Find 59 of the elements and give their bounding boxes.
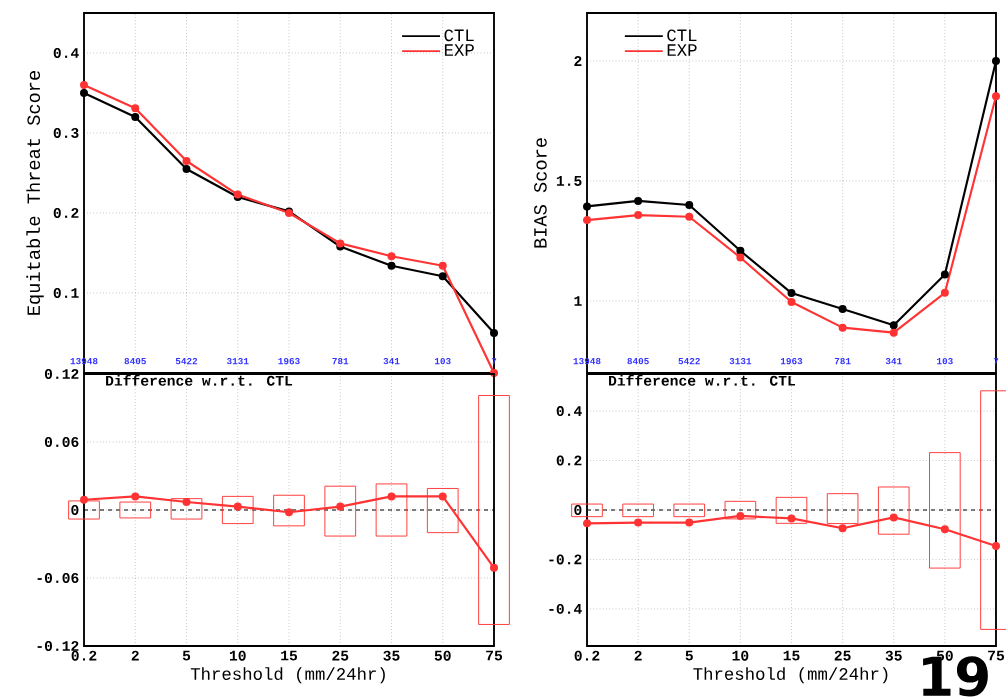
x-tick-label: 1963 [278,357,300,365]
y-tick-label: 0.12 [44,369,79,379]
y-axis-title: Equitable Threat Score [26,71,44,315]
x-tick-label: 3131 [729,357,752,365]
x-tick-label: 25 [834,650,851,661]
x-tick-label: 5 [182,650,191,661]
x-tick-label: 341 [383,357,400,365]
x-tick-label: 10 [732,650,749,661]
x-axis-title: Threshold (mm/24hr) [190,667,385,684]
chart-title: Difference w.r.t. CTL [609,374,796,386]
y-tick-label: -0.4 [549,603,582,614]
legend-label: CTL [667,29,697,42]
y-tick-label: 0.3 [53,128,79,138]
y-tick-label: 0.1 [53,288,79,298]
x-tick-label: 7 [993,358,999,365]
x-axis-title: Threshold (mm/24hr) [693,667,888,684]
legend-label: EXP [444,44,474,56]
y-tick-label: -0.2 [549,554,582,565]
x-tick-label: 103 [937,357,953,365]
y-tick-label: 0.06 [44,437,79,447]
x-tick-label: 5422 [175,357,198,365]
x-tick-label: 341 [885,357,902,365]
x-tick-label: 781 [834,357,851,365]
x-tick-label: 15 [281,650,298,661]
x-tick-label: 7 [491,358,497,365]
x-tick-label: 25 [332,650,349,661]
y-tick-label: 0.2 [556,455,582,466]
x-tick-label: 35 [383,650,400,661]
y-tick-label: 1 [574,296,582,306]
legend-label: EXP [667,44,697,56]
x-tick-label: 0.2 [71,650,97,661]
x-tick-label: 8405 [627,357,649,365]
y-axis-title: BIAS Score [534,138,547,248]
x-tick-label: 10 [229,650,246,661]
x-tick-label: 2 [634,650,642,661]
y-tick-label: 0 [574,505,582,515]
y-tick-label: -0.12 [37,641,79,651]
x-tick-label: 35 [885,650,902,661]
legend-label: CTL [444,29,474,42]
x-tick-label: 5 [685,650,693,661]
x-tick-label: 15 [783,650,800,661]
x-tick-label: 75 [486,650,503,661]
x-tick-label: 75 [988,650,1005,661]
x-tick-label: 2 [131,650,139,661]
x-tick-label: 103 [434,357,451,365]
x-tick-label: 5422 [678,357,700,365]
y-tick-label: 0 [71,505,79,515]
x-tick-label: 781 [332,357,349,365]
y-tick-label: 1.5 [556,176,582,186]
chart-title: Difference w.r.t. CTL [106,374,293,386]
x-tick-label: 1963 [780,357,803,365]
x-tick-label: 3131 [226,357,249,365]
y-tick-label: 0.2 [53,208,79,218]
y-tick-label: 0.4 [53,48,79,58]
y-tick-label: 0.4 [556,406,582,417]
y-tick-label: -0.06 [37,573,79,583]
x-tick-label: 8405 [124,357,146,365]
y-tick-label: 2 [574,56,582,66]
x-tick-label: 50 [434,650,451,661]
